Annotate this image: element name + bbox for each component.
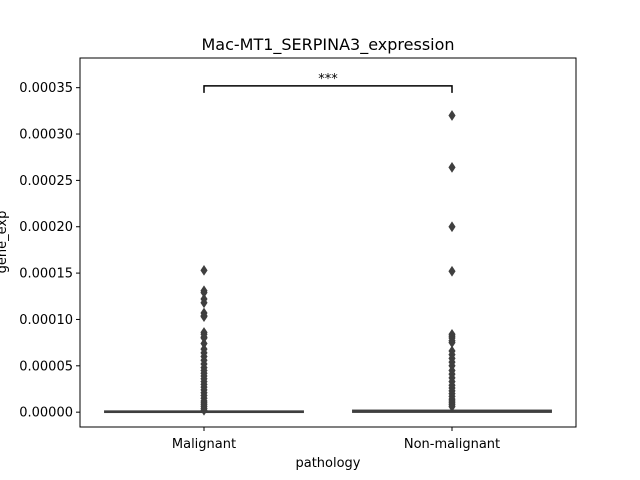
y-tick-label: 0.00035: [19, 81, 73, 96]
outlier-point: [448, 401, 456, 412]
box-group-malignant: [104, 264, 304, 416]
outlier-point: [200, 264, 208, 276]
y-tick-label: 0.00000: [19, 406, 73, 421]
x-axis-title: pathology: [295, 456, 360, 471]
y-tick-label: 0.00010: [19, 313, 73, 328]
y-axis-title: gene_exp: [0, 211, 10, 274]
x-axis: Malignant Non-malignant: [172, 427, 500, 452]
x-tick-label: Malignant: [172, 437, 236, 452]
box-group-non-malignant: [352, 110, 552, 413]
plot-area-frame: [79, 57, 577, 428]
box-plots: [104, 110, 552, 416]
outlier-point: [200, 311, 208, 323]
x-tick-label: Non-malignant: [404, 437, 500, 452]
y-tick-label: 0.00020: [19, 220, 73, 235]
outlier-point: [200, 297, 208, 309]
outlier-point: [448, 162, 456, 173]
y-tick-label: 0.00005: [19, 359, 73, 374]
chart-title: Mac-MT1_SERPINA3_expression: [201, 35, 454, 55]
outlier-point: [448, 110, 456, 121]
outlier-point: [448, 265, 456, 277]
significance-annotation: ***: [203, 72, 453, 93]
outlier-point: [448, 221, 456, 233]
y-tick-label: 0.00015: [19, 267, 73, 282]
y-axis: 0.00000 0.00005 0.00010 0.00015 0.00020 0.000…: [19, 81, 80, 421]
outlier-point: [200, 404, 208, 416]
significance-bracket: [203, 85, 453, 93]
y-tick-label: 0.00025: [19, 174, 73, 189]
y-tick-label: 0.00030: [19, 128, 73, 143]
significance-label: ***: [318, 72, 338, 87]
